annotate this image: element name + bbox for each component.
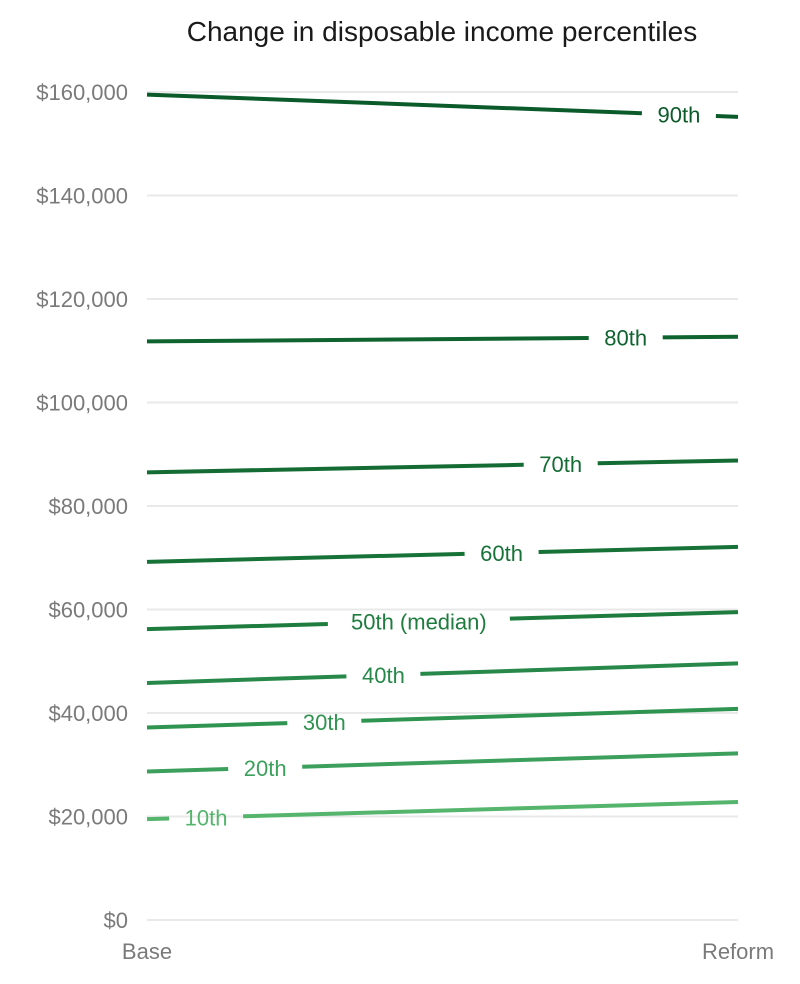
series-line bbox=[146, 335, 589, 344]
chart-title: Change in disposable income percentiles bbox=[186, 16, 698, 47]
y-tick-label: $120,000 bbox=[36, 287, 128, 312]
x-tick-label: Reform bbox=[702, 939, 774, 964]
series-label: 20th bbox=[244, 756, 287, 781]
y-tick-label: $140,000 bbox=[36, 184, 128, 209]
series-label: 90th bbox=[657, 103, 700, 128]
series-line bbox=[361, 706, 739, 723]
series-group: 80th bbox=[146, 326, 739, 351]
series-group: 60th bbox=[146, 541, 739, 566]
series-label: 30th bbox=[303, 710, 346, 735]
series-line bbox=[662, 334, 739, 340]
y-tick-label: $20,000 bbox=[48, 805, 128, 830]
series-group: 40th bbox=[146, 661, 739, 688]
series-group: 70th bbox=[146, 452, 739, 477]
series-label: 80th bbox=[604, 326, 647, 351]
series-group: 20th bbox=[146, 751, 739, 781]
series-group: 50th (median) bbox=[146, 609, 739, 634]
series-label: 70th bbox=[539, 452, 582, 477]
series-line bbox=[146, 721, 288, 730]
series-line bbox=[715, 114, 739, 119]
y-tick-label: $0 bbox=[104, 908, 128, 933]
x-tick-label: Base bbox=[122, 939, 172, 964]
y-tick-label: $40,000 bbox=[48, 701, 128, 726]
grid-lines bbox=[147, 91, 738, 921]
x-axis: Base Reform bbox=[122, 939, 774, 964]
y-tick-label: $60,000 bbox=[48, 598, 128, 623]
y-axis: $0 $20,000 $40,000 $60,000 $80,000 $100,000 $1… bbox=[36, 80, 128, 933]
series-line bbox=[146, 621, 328, 632]
series-group: 10th bbox=[146, 800, 739, 830]
series-line bbox=[146, 766, 229, 774]
series-label: 60th bbox=[480, 541, 523, 566]
series-line bbox=[146, 92, 642, 116]
series-line bbox=[146, 462, 524, 475]
series-group: 90th bbox=[146, 92, 739, 128]
series-label: 50th (median) bbox=[351, 609, 487, 634]
series-line bbox=[146, 551, 465, 564]
series-label: 10th bbox=[185, 805, 228, 830]
series-label: 40th bbox=[362, 663, 405, 688]
series-line bbox=[146, 674, 347, 685]
series-line bbox=[509, 610, 739, 621]
series-group: 30th bbox=[146, 706, 739, 735]
series-line bbox=[420, 661, 739, 676]
y-tick-label: $160,000 bbox=[36, 80, 128, 105]
y-tick-label: $100,000 bbox=[36, 391, 128, 416]
series-line bbox=[538, 544, 739, 554]
series-line bbox=[146, 816, 170, 822]
series-line bbox=[243, 800, 739, 819]
series-lines: 90th 80th 70th 60th 50th (median) 40th 30th 20t… bbox=[146, 92, 739, 830]
y-tick-label: $80,000 bbox=[48, 494, 128, 519]
series-line bbox=[302, 751, 739, 769]
series-line bbox=[597, 458, 739, 466]
